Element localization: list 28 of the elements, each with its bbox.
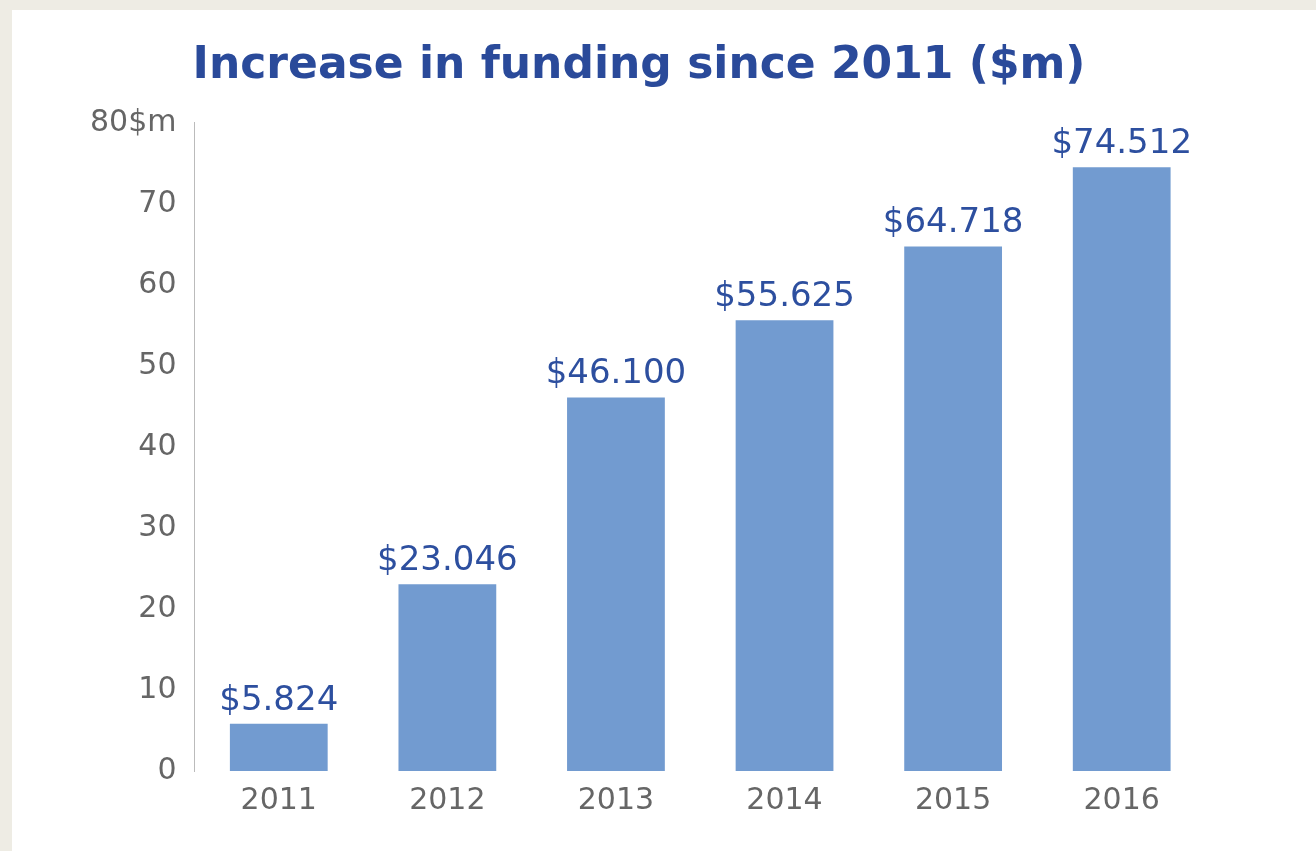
x-tick-label: 2016 xyxy=(1083,780,1160,816)
x-tick-label: 2011 xyxy=(240,780,317,816)
y-tick-label: 10 xyxy=(138,669,177,705)
y-tick-label: 70 xyxy=(138,183,177,219)
bar xyxy=(904,246,1003,771)
y-tick-label: 0 xyxy=(157,750,177,786)
data-label: $5.824 xyxy=(219,677,339,718)
data-label: $55.625 xyxy=(714,274,855,315)
y-tick-label: 40 xyxy=(138,426,177,462)
y-tick-label: 50 xyxy=(138,345,177,381)
bar xyxy=(229,723,328,771)
bar xyxy=(567,397,665,771)
y-tick-label: 60 xyxy=(138,264,177,300)
data-label: $64.718 xyxy=(882,200,1024,241)
x-tick-label: 2013 xyxy=(577,780,655,816)
y-tick-label: 80$m xyxy=(90,102,177,138)
y-tick-label: 20 xyxy=(138,588,177,624)
x-tick-label: 2014 xyxy=(746,780,823,816)
data-label: $46.100 xyxy=(545,351,687,392)
data-label: $74.512 xyxy=(1051,121,1193,162)
data-label: $23.046 xyxy=(377,538,518,579)
bar xyxy=(398,584,497,771)
x-tick-label: 2015 xyxy=(914,780,992,816)
x-tick-label: 2012 xyxy=(409,780,486,816)
chart-title: Increase in funding since 2011 ($m) xyxy=(192,36,1086,88)
bar xyxy=(1072,167,1171,771)
bar xyxy=(735,320,834,771)
y-tick-label: 30 xyxy=(138,507,177,543)
